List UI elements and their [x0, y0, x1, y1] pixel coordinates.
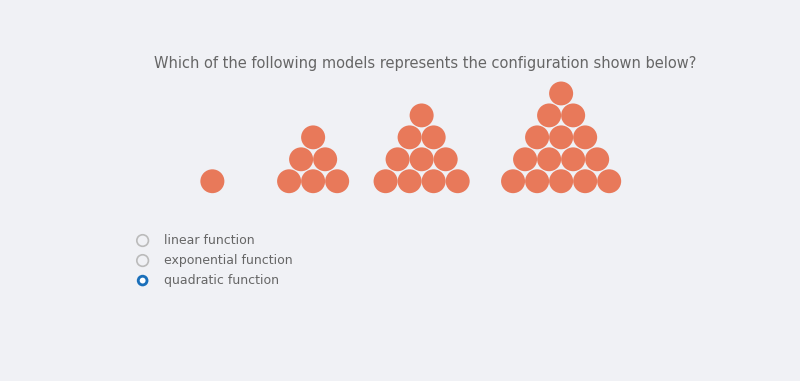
Circle shape	[549, 82, 573, 106]
Circle shape	[422, 169, 446, 193]
Circle shape	[549, 125, 573, 149]
Circle shape	[410, 104, 434, 127]
Circle shape	[137, 275, 149, 287]
Circle shape	[386, 147, 410, 171]
Circle shape	[140, 278, 146, 283]
Text: quadratic function: quadratic function	[163, 274, 278, 287]
Circle shape	[585, 147, 609, 171]
Circle shape	[597, 169, 621, 193]
Circle shape	[537, 147, 561, 171]
Circle shape	[410, 147, 434, 171]
Circle shape	[398, 169, 422, 193]
Circle shape	[289, 147, 313, 171]
Circle shape	[525, 125, 549, 149]
Circle shape	[313, 147, 337, 171]
Circle shape	[434, 147, 458, 171]
Circle shape	[561, 104, 585, 127]
Circle shape	[446, 169, 470, 193]
Circle shape	[277, 169, 301, 193]
Circle shape	[537, 104, 561, 127]
Circle shape	[325, 169, 349, 193]
Circle shape	[501, 169, 525, 193]
Circle shape	[573, 169, 597, 193]
Circle shape	[525, 169, 549, 193]
Circle shape	[374, 169, 398, 193]
Circle shape	[200, 169, 224, 193]
Text: exponential function: exponential function	[163, 254, 292, 267]
Circle shape	[561, 147, 585, 171]
Text: linear function: linear function	[163, 234, 254, 247]
Circle shape	[301, 169, 325, 193]
Text: Which of the following models represents the configuration shown below?: Which of the following models represents…	[154, 56, 697, 71]
Circle shape	[422, 125, 446, 149]
Circle shape	[398, 125, 422, 149]
Circle shape	[549, 169, 573, 193]
Circle shape	[573, 125, 597, 149]
Circle shape	[513, 147, 537, 171]
Circle shape	[301, 125, 325, 149]
